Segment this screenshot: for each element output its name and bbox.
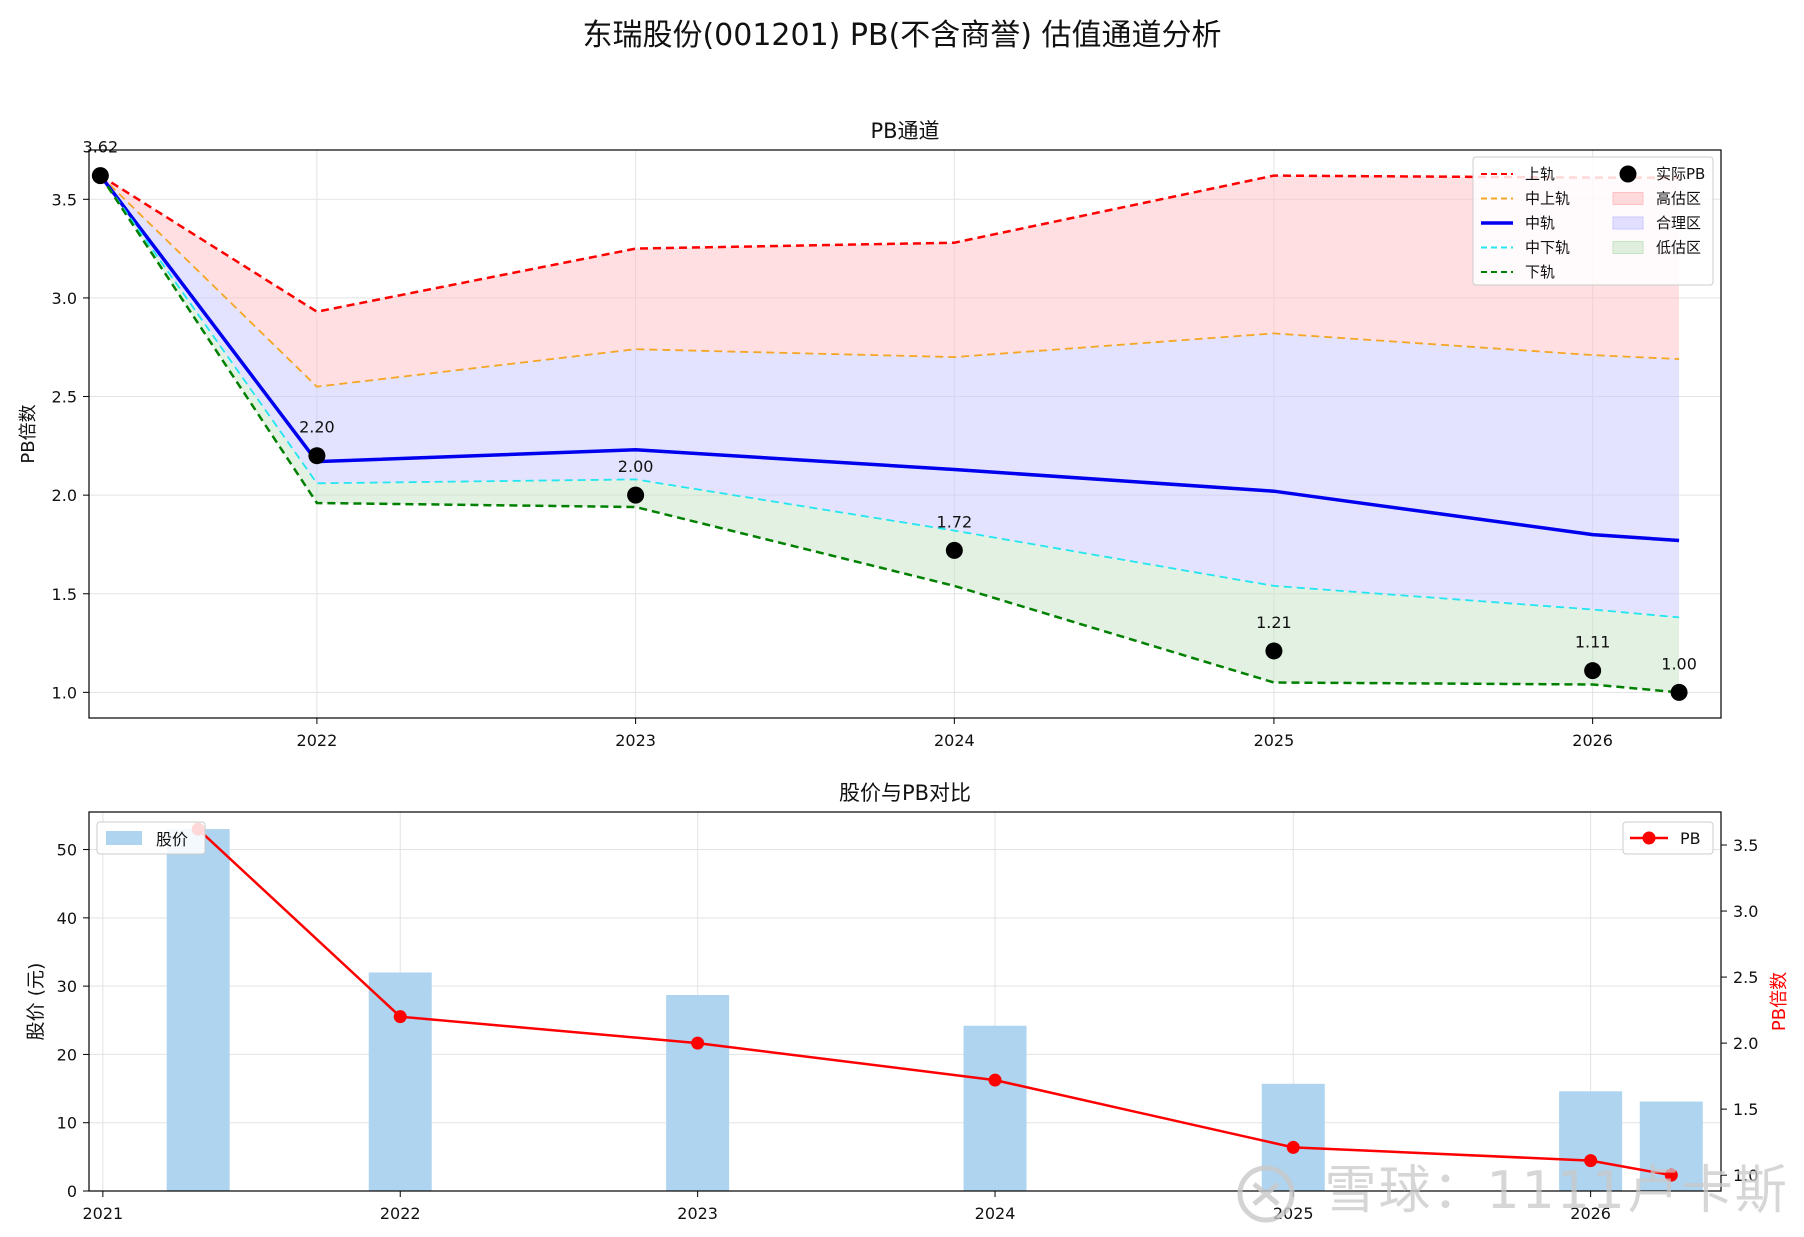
chart2-ytick-label: 20 [57,1045,77,1064]
chart1-ytick-label: 1.0 [52,683,77,702]
chart1-point [308,447,326,465]
chart2-bar [963,1025,1027,1191]
chart2-y2tick-label: 1.0 [1733,1166,1758,1185]
chart2-xtick-label: 2024 [975,1204,1016,1223]
chart2-y2tick-label: 2.5 [1733,968,1758,987]
chart1-legend-label: 上轨 [1525,165,1555,183]
chart2-xtick-label: 2023 [677,1204,718,1223]
chart2-y2tick-label: 1.5 [1733,1100,1758,1119]
chart1-point [1584,662,1602,680]
chart2-y2label: PB倍数 [1769,972,1790,1031]
chart1-area-低估区 [100,175,1680,693]
chart1-frame [88,149,1722,719]
chart1-point-label: 1.72 [937,512,973,531]
chart1-point [91,167,109,185]
chart1-ytick-label: 2.0 [52,486,77,505]
chart1-legend-label: 中下轨 [1525,239,1570,257]
chart1-legend-label: 实际PB [1656,165,1705,183]
chart2-pb-point [988,1073,1002,1087]
chart1-point-label: 2.20 [299,418,335,437]
chart1-legend-label: 中轨 [1525,214,1555,232]
chart1-series-下轨 [99,174,1680,694]
chart2-y2tick-label: 2.0 [1733,1034,1758,1053]
chart2-title: 股价与PB对比 [839,781,971,805]
chart1-point [1670,683,1688,701]
chart2-legend-label: PB [1680,829,1701,848]
chart2-xtick-label: 2022 [380,1204,421,1223]
chart1-legend-label: 下轨 [1525,263,1555,281]
chart2-bar [666,995,730,1191]
chart1-point [627,486,645,504]
chart1-xtick-label: 2023 [615,731,656,750]
chart1-point [945,541,963,559]
chart2-pb-point [1286,1140,1300,1154]
chart1-xtick-label: 2022 [297,731,338,750]
chart1-ytick-label: 2.5 [52,388,77,407]
chart2-frame [88,811,1722,1192]
chart1-legend-label: 低估区 [1656,239,1701,257]
watermark-text: 雪球：1111卢卡斯 [1324,1161,1789,1221]
chart2-ytick-label: 30 [57,977,77,996]
chart1-legend-label: 高估区 [1656,190,1701,208]
chart2-legend-label: 股价 [156,830,188,849]
chart2-pb-point [691,1036,705,1050]
chart1-series-上轨 [99,174,1680,314]
chart1-ytick-label: 3.5 [52,190,77,209]
chart1-point-label: 1.00 [1661,654,1697,673]
chart2-bar [1261,1083,1325,1191]
chart1-xtick-label: 2024 [934,731,975,750]
chart2-ylabel: 股价 (元) [25,963,47,1041]
chart2-ytick-label: 50 [57,841,77,860]
figure-title: 东瑞股份(001201) PB(不含商誉) 估值通道分析 [582,18,1222,53]
chart1-point [1265,642,1283,660]
chart1-legend [1472,156,1714,286]
chart1-area-高估区 [100,175,1680,387]
watermark: 雪球：1111卢卡斯 [1236,1148,1789,1224]
chart1-point-label: 1.11 [1575,633,1611,652]
chart2-bar [368,972,432,1191]
chart1-title: PB通道 [870,119,939,143]
chart2-bar [1559,1091,1623,1191]
chart1-point-label: 3.62 [83,138,119,157]
chart2-bar [166,829,230,1191]
chart2-ytick-label: 40 [57,909,77,928]
chart2-legend-swatch [106,831,142,845]
chart1-point-label: 2.00 [618,457,654,476]
chart1-legend-swatch [1612,216,1644,230]
chart1-ytick-label: 3.0 [52,289,77,308]
chart2-pb-point [393,1010,407,1024]
snowball-logo-icon [1237,1165,1295,1223]
chart2-legend-swatch [1642,831,1656,845]
chart1-legend-label: 合理区 [1656,214,1701,232]
chart2-xtick-label: 2026 [1570,1204,1611,1223]
chart2-pb-point [1584,1154,1598,1168]
chart2-legend-left [96,821,206,855]
chart2-y2tick-label: 3.5 [1733,836,1758,855]
chart1-series-中下轨 [99,175,1680,619]
chart1-legend-swatch [1619,165,1637,183]
chart2-ytick-label: 10 [57,1114,77,1133]
chart2-xtick-label: 2025 [1273,1204,1314,1223]
chart2-ytick-label: 0 [67,1182,77,1201]
chart1-legend-swatch [1612,192,1644,205]
chart1-legend-label: 中上轨 [1525,190,1570,208]
chart2-y2tick-label: 3.0 [1733,902,1758,921]
chart1-ytick-label: 1.5 [52,585,77,604]
chart2-xtick-label: 2021 [82,1204,123,1223]
chart1-xtick-label: 2025 [1254,731,1295,750]
chart1-legend-swatch [1612,241,1644,254]
chart1-xtick-label: 2026 [1572,731,1613,750]
chart2-pb-point [1664,1168,1678,1182]
chart1-area-合理区 [100,175,1680,618]
chart1-series-中上轨 [99,174,1680,388]
chart1-ylabel: PB倍数 [18,404,39,463]
chart1-point-label: 1.21 [1256,613,1292,632]
